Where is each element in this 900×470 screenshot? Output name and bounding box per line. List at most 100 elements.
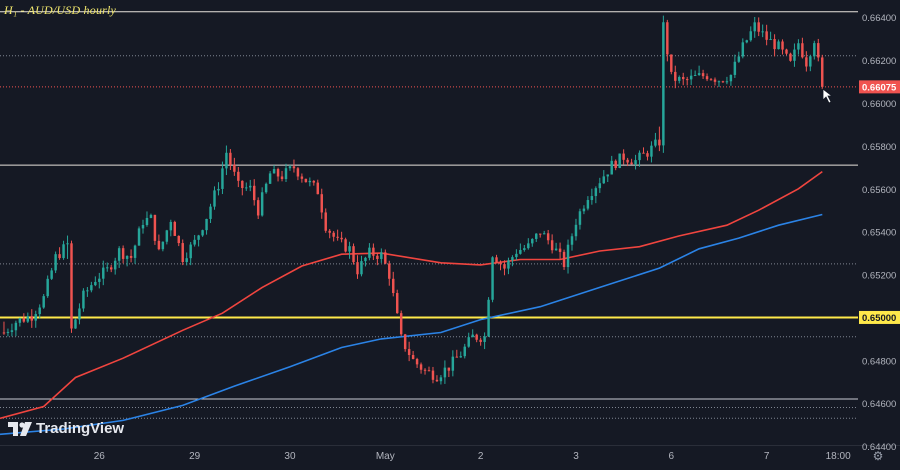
candle-body — [610, 160, 613, 175]
candle — [137, 226, 141, 246]
candle-body — [622, 153, 625, 160]
candle — [487, 297, 490, 337]
candle-body — [789, 53, 792, 61]
time-axis[interactable]: 26 29 30 May 2 3 6 7 18:00 — [94, 451, 851, 462]
candle-body — [225, 152, 228, 169]
candle-body — [62, 244, 65, 259]
candle-body — [300, 176, 304, 179]
candle — [217, 182, 220, 196]
candle-body — [30, 316, 34, 321]
candle — [566, 239, 570, 274]
candle-body — [364, 257, 367, 262]
candle — [618, 153, 621, 169]
candle — [761, 24, 764, 38]
candle — [662, 15, 665, 153]
time-tick-label: 18:00 — [826, 451, 851, 462]
candle-body — [717, 81, 721, 83]
price-axis[interactable]: 0.66400 0.66200 0.66000 0.65800 0.65600 0.654… — [859, 13, 900, 453]
candle — [332, 231, 335, 242]
candle — [280, 170, 284, 182]
candle-body — [161, 241, 165, 250]
candle-body — [165, 230, 169, 242]
candle-body — [372, 247, 375, 256]
candle-body — [705, 76, 709, 80]
candle-body — [713, 79, 717, 82]
candle-body — [153, 214, 157, 241]
candle-body — [86, 290, 89, 292]
candle — [435, 375, 439, 382]
candle — [201, 229, 204, 237]
candle — [106, 262, 109, 272]
candle — [427, 366, 431, 372]
candle — [626, 157, 629, 167]
candle — [153, 214, 157, 245]
candle — [503, 260, 506, 276]
candle-body — [753, 22, 756, 32]
candle-body — [189, 244, 192, 259]
candle — [185, 252, 188, 266]
candle — [241, 180, 244, 196]
candle-body — [817, 43, 820, 58]
candle — [495, 254, 498, 264]
candle — [70, 240, 73, 333]
candle-body — [773, 39, 776, 50]
candle-body — [74, 319, 77, 329]
candle-body — [320, 194, 323, 213]
current-price-label-background — [859, 80, 900, 94]
candle-body — [133, 245, 137, 258]
candle-body — [741, 42, 745, 57]
candle — [542, 230, 546, 235]
candle-body — [411, 355, 415, 359]
candle-body — [495, 257, 498, 263]
candle-body — [181, 243, 184, 263]
candle-body — [38, 307, 41, 315]
candle — [98, 272, 101, 289]
candle-body — [523, 248, 526, 250]
candle — [296, 167, 300, 181]
time-tick-label: 29 — [189, 451, 201, 462]
candle-body — [602, 176, 606, 184]
time-tick-label: 2 — [478, 451, 484, 462]
candle — [709, 77, 713, 81]
candle — [356, 255, 359, 279]
candle-body — [435, 379, 439, 382]
candle-body — [586, 200, 590, 209]
candle-body — [352, 246, 355, 263]
candle — [403, 333, 407, 352]
candle — [336, 229, 339, 241]
candle — [546, 229, 550, 245]
candle-body — [193, 239, 196, 245]
candle — [638, 150, 641, 167]
candle — [443, 360, 447, 384]
candle — [272, 165, 276, 174]
candle — [550, 234, 554, 254]
candle — [161, 241, 165, 252]
candle-body — [78, 308, 81, 320]
time-tick-label: 26 — [94, 451, 106, 462]
candle-layer[interactable] — [2, 15, 824, 385]
candle-body — [312, 180, 316, 183]
candle — [173, 220, 177, 236]
candle — [483, 332, 486, 350]
candle — [133, 244, 137, 264]
candle-body — [205, 218, 208, 231]
candle — [634, 154, 637, 170]
candle — [157, 234, 161, 251]
candle-body — [535, 233, 538, 239]
candle — [38, 304, 41, 319]
time-tick-label: 6 — [669, 451, 675, 462]
candle-body — [121, 248, 125, 259]
candle — [109, 264, 113, 273]
candle-body — [666, 22, 669, 55]
candle — [582, 205, 586, 215]
candle — [50, 267, 53, 280]
gear-icon[interactable]: ⚙ — [872, 449, 884, 463]
candle — [681, 72, 685, 86]
candle — [340, 231, 343, 243]
candle — [821, 54, 824, 90]
candle-body — [475, 334, 478, 340]
candle — [797, 39, 800, 55]
candle — [757, 17, 760, 37]
